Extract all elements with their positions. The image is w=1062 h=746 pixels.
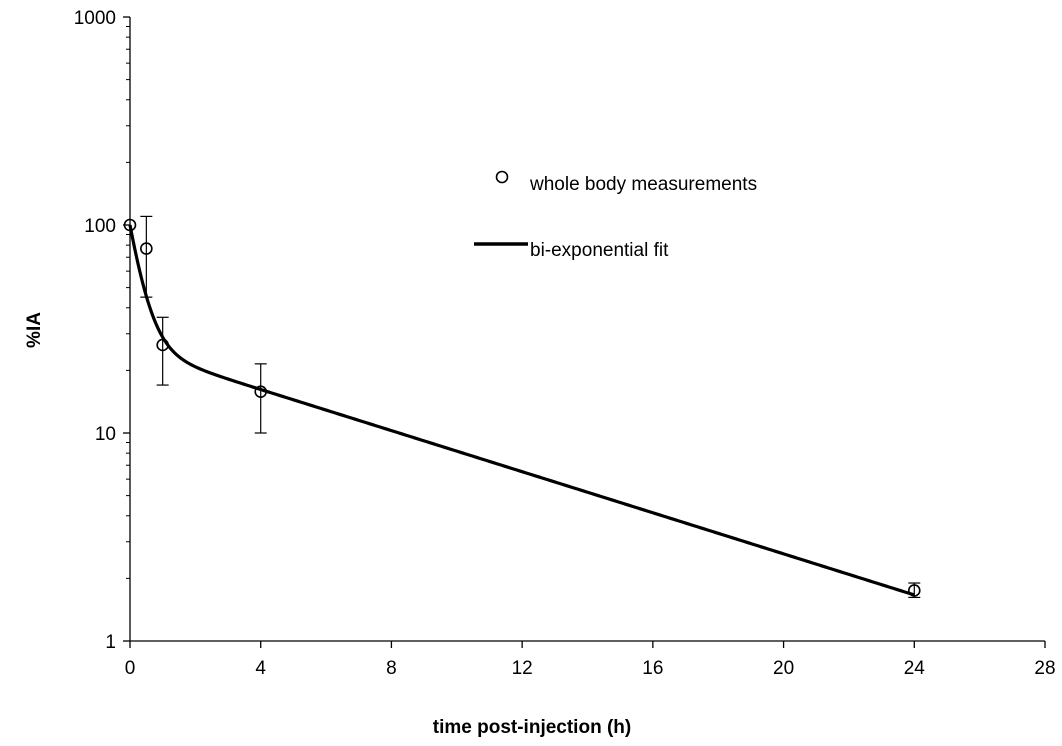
axes — [129, 17, 1045, 642]
legend: whole body measurements bi-exponential f… — [474, 170, 757, 261]
legend-marker-circle — [495, 170, 509, 184]
y-tick-label: 10 — [95, 424, 116, 445]
data-point — [254, 385, 268, 398]
x-tick-label: 16 — [642, 658, 663, 679]
y-tick-label: 1 — [105, 632, 116, 653]
data-points-layer — [123, 215, 921, 599]
legend-label-fit: bi-exponential fit — [530, 240, 669, 261]
y-tick-label: 1000 — [74, 8, 116, 29]
x-tick-label: 8 — [386, 658, 397, 679]
data-point — [156, 338, 169, 352]
x-tick-label: 24 — [904, 658, 926, 679]
y-axis-title: %IA — [24, 312, 45, 348]
data-point — [123, 218, 137, 232]
fit-curve-layer — [128, 224, 915, 597]
y-tick-label: 100 — [84, 216, 116, 237]
data-point — [907, 584, 921, 597]
x-axis-title: time post-injection (h) — [433, 717, 631, 738]
x-tick-label: 12 — [512, 658, 533, 679]
x-tick-label: 4 — [255, 658, 266, 679]
legend-label-measurements: whole body measurements — [529, 174, 757, 195]
y-axis-ticks: 1 10 100 1000 — [74, 8, 130, 653]
x-axis-ticks: 0 4 8 12 16 20 24 28 — [125, 641, 1056, 679]
x-tick-label: 20 — [773, 658, 794, 679]
fit-curve-line — [128, 224, 915, 597]
x-tick-label: 28 — [1034, 658, 1055, 679]
data-point — [140, 242, 153, 255]
x-tick-label: 0 — [125, 658, 136, 679]
